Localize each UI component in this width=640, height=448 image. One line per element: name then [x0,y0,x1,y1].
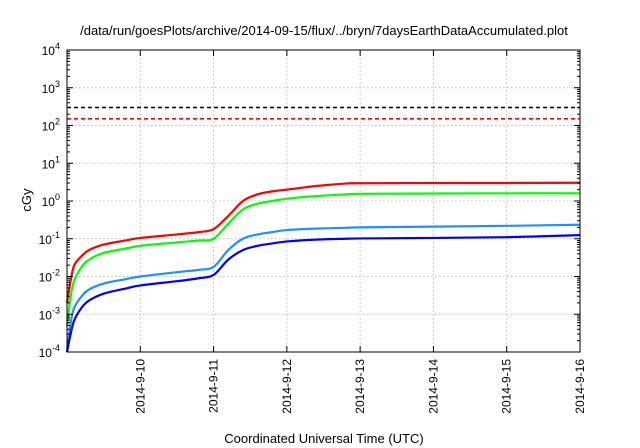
y-tick-exponent: 3 [55,79,60,89]
series-line [65,192,581,326]
y-tick-label: 10-1 [39,230,60,247]
x-tick-label: 2014-9-11 [207,359,221,413]
y-tick-base: 10 [39,346,53,360]
series-line [65,223,581,353]
x-tick-label: 2014-9-13 [353,359,367,414]
y-tick-base: 10 [39,271,53,285]
y-tick-base: 10 [42,195,56,209]
y-axis-label: cGy [19,188,34,212]
x-tick-label: 2014-9-16 [573,359,587,414]
chart-title: /data/run/goesPlots/archive/2014-09-15/f… [80,23,568,38]
x-axis-label: Coordinated Universal Time (UTC) [224,431,423,446]
y-tick-exponent: 4 [55,41,60,51]
x-tick-labels: 2014-9-10 2014-9-11 2014-9-12 2014-9-13 2014… [133,359,587,414]
axis-ticks [67,49,581,353]
y-tick-exponent: 2 [55,117,60,127]
y-tick-exponent: -1 [52,230,60,240]
y-tick-label: 104 [42,41,60,58]
y-tick-exponent: 1 [55,154,60,164]
y-tick-base: 10 [42,120,56,134]
y-tick-base: 10 [42,82,56,96]
grid [67,50,580,352]
y-tick-label: 10-3 [39,305,60,322]
y-tick-exponent: -2 [52,268,60,278]
y-tick-base: 10 [39,233,53,247]
x-tick-label: 2014-9-14 [426,359,440,414]
x-tick-label: 2014-9-10 [133,359,147,414]
y-tick-exponent: -3 [52,305,60,315]
y-tick-exponent: -4 [52,343,60,353]
y-tick-label: 10-4 [39,343,60,360]
x-tick-label: 2014-9-15 [500,359,514,414]
y-tick-label: 10-2 [39,268,60,285]
series-line [65,233,581,353]
reference-lines [67,106,580,120]
y-tick-base: 10 [42,44,56,58]
x-tick-label: 2014-9-12 [280,359,294,414]
y-tick-exponent: 0 [55,192,60,202]
series-lines [65,181,581,353]
y-tick-label: 102 [42,117,60,134]
series-line [65,181,581,304]
y-tick-label: 103 [42,79,60,96]
y-tick-label: 101 [42,154,60,171]
y-tick-label: 100 [42,192,60,209]
y-tick-base: 10 [42,157,56,171]
y-tick-base: 10 [39,308,53,322]
